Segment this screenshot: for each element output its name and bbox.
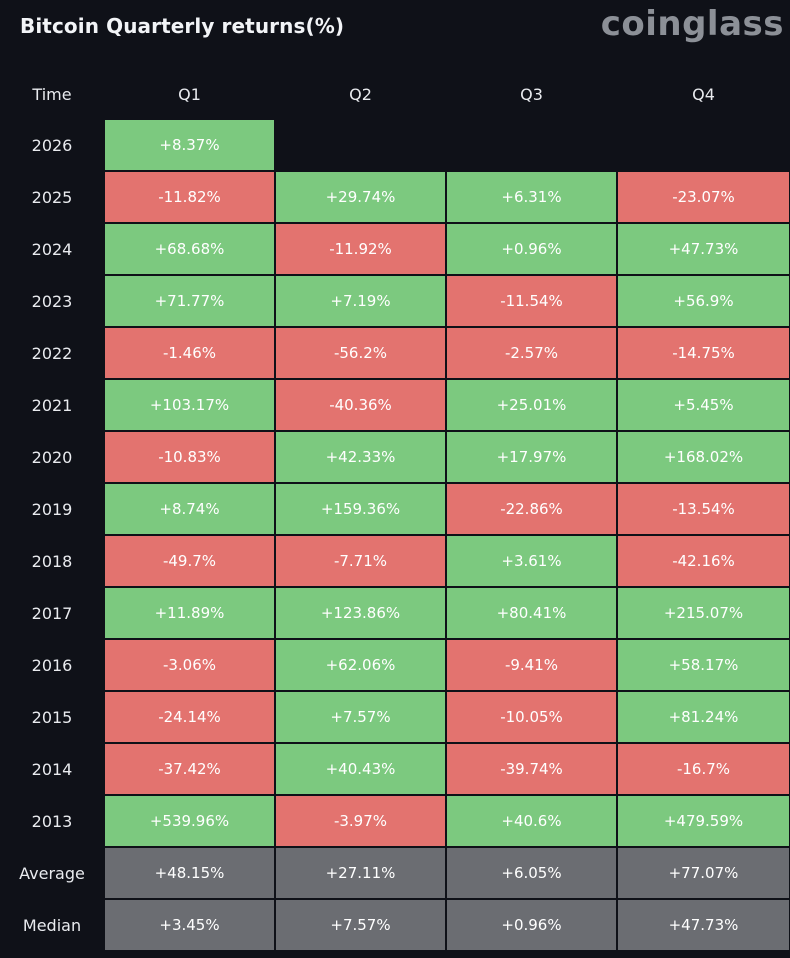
row-label-year: 2025 [31,187,73,207]
row-label-year: 2026 [31,135,73,155]
return-cell-q1: +8.37% [104,119,275,171]
average-cell-q1: +48.15% [104,847,275,899]
return-cell-q3: -9.41% [446,639,617,691]
return-cell-q4: +56.9% [617,275,790,327]
return-cell-q4 [617,119,790,171]
return-cell-q3: -39.74% [446,743,617,795]
return-cell-q3: +40.6% [446,795,617,847]
return-cell-q3: +80.41% [446,587,617,639]
return-cell-q4: -42.16% [617,535,790,587]
median-cell-q2: +7.57% [275,899,446,951]
return-cell-q2: -7.71% [275,535,446,587]
row-label-year: 2020 [31,447,73,467]
column-header-time: Time [32,84,72,104]
return-cell-q4: -14.75% [617,327,790,379]
return-cell-q1: +103.17% [104,379,275,431]
column-header-q4: Q4 [692,84,715,104]
return-cell-q4: +168.02% [617,431,790,483]
return-cell-q2: +7.19% [275,275,446,327]
return-cell-q4: +5.45% [617,379,790,431]
return-cell-q1: -37.42% [104,743,275,795]
column-header-q2: Q2 [349,84,372,104]
return-cell-q1: +8.74% [104,483,275,535]
return-cell-q2: +7.57% [275,691,446,743]
return-cell-q4: +215.07% [617,587,790,639]
row-label-year: 2021 [31,395,73,415]
return-cell-q2: -56.2% [275,327,446,379]
row-label-year: 2019 [31,499,73,519]
return-cell-q3: +6.31% [446,171,617,223]
return-cell-q4: +58.17% [617,639,790,691]
chart-title: Bitcoin Quarterly returns(%) [20,14,345,38]
return-cell-q3: +17.97% [446,431,617,483]
return-cell-q1: +11.89% [104,587,275,639]
return-cell-q1: -3.06% [104,639,275,691]
column-header-q1: Q1 [178,84,201,104]
return-cell-q3: +25.01% [446,379,617,431]
return-cell-q1: -11.82% [104,171,275,223]
return-cell-q3: -2.57% [446,327,617,379]
return-cell-q1: +71.77% [104,275,275,327]
row-label-year: 2016 [31,655,73,675]
average-cell-q2: +27.11% [275,847,446,899]
row-label-year: 2014 [31,759,73,779]
return-cell-q4: -16.7% [617,743,790,795]
return-cell-q4: -23.07% [617,171,790,223]
return-cell-q1: -49.7% [104,535,275,587]
coinglass-logo: coinglass [600,4,784,44]
row-label-average: Average [19,863,85,883]
return-cell-q4: -13.54% [617,483,790,535]
row-label-year: 2013 [31,811,73,831]
return-cell-q2: +62.06% [275,639,446,691]
row-label-year: 2024 [31,239,73,259]
returns-table: Time Q1 Q2 Q3 Q4 2026 +8.37% 2025 -11.82% +29.74%… [0,69,790,951]
row-label-year: 2018 [31,551,73,571]
median-cell-q1: +3.45% [104,899,275,951]
return-cell-q4: +47.73% [617,223,790,275]
row-label-year: 2017 [31,603,73,623]
return-cell-q3: -11.54% [446,275,617,327]
column-header-q3: Q3 [520,84,543,104]
average-cell-q3: +6.05% [446,847,617,899]
return-cell-q4: +479.59% [617,795,790,847]
return-cell-q2: -3.97% [275,795,446,847]
return-cell-q2: +123.86% [275,587,446,639]
return-cell-q1: +539.96% [104,795,275,847]
row-label-year: 2022 [31,343,73,363]
return-cell-q3: +3.61% [446,535,617,587]
average-cell-q4: +77.07% [617,847,790,899]
return-cell-q2 [275,119,446,171]
return-cell-q1: -10.83% [104,431,275,483]
median-cell-q3: +0.96% [446,899,617,951]
return-cell-q2: -11.92% [275,223,446,275]
return-cell-q1: +68.68% [104,223,275,275]
return-cell-q4: +81.24% [617,691,790,743]
return-cell-q1: -24.14% [104,691,275,743]
return-cell-q2: +159.36% [275,483,446,535]
return-cell-q2: -40.36% [275,379,446,431]
median-cell-q4: +47.73% [617,899,790,951]
return-cell-q2: +29.74% [275,171,446,223]
return-cell-q3: -10.05% [446,691,617,743]
row-label-year: 2023 [31,291,73,311]
row-label-year: 2015 [31,707,73,727]
row-label-median: Median [22,915,82,935]
return-cell-q2: +42.33% [275,431,446,483]
return-cell-q3: +0.96% [446,223,617,275]
return-cell-q1: -1.46% [104,327,275,379]
return-cell-q3 [446,119,617,171]
return-cell-q3: -22.86% [446,483,617,535]
return-cell-q2: +40.43% [275,743,446,795]
